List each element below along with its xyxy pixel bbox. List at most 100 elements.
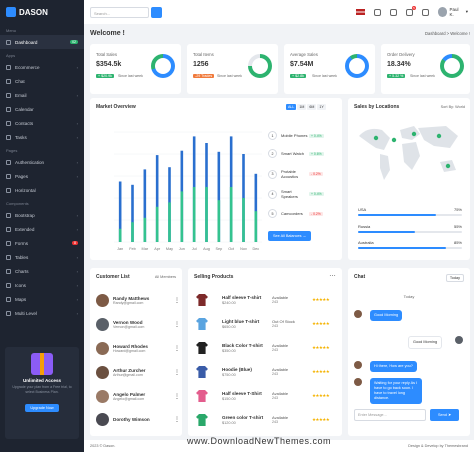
tab-1m[interactable]: 1M bbox=[297, 104, 307, 110]
tab-1y[interactable]: 1Y bbox=[317, 104, 326, 110]
members-filter[interactable]: All Members bbox=[154, 275, 176, 279]
sidebar-item-tasks[interactable]: Tasks › bbox=[0, 130, 84, 144]
search-button[interactable] bbox=[151, 6, 163, 18]
sidebar-item-dashboard[interactable]: Dashboard 02 bbox=[0, 35, 84, 49]
chat-message: Good Morning bbox=[408, 336, 443, 349]
customer-list-card: Customer List All Members bbox=[90, 268, 182, 436]
tshirt-icon bbox=[196, 342, 208, 354]
market-bar-chart: Jan Feb Mar Apr May Jun Jul Aug Sep Oct Nov Dec bbox=[114, 131, 262, 251]
tab-all[interactable]: ALL bbox=[286, 104, 297, 110]
table-row[interactable]: Half sleeve T-Shirt $150.00 Available 243 ★★… bbox=[196, 390, 344, 402]
table-row[interactable]: Light blue T-shirt $650.00 Out Of Stock 243… bbox=[196, 318, 344, 330]
table-row[interactable]: Angelo Palmer Angelo@gmail.com ⋮ bbox=[96, 390, 180, 403]
stat-card-average-sales: Average Sales $7.54M + $2.8k Since last we… bbox=[284, 44, 375, 94]
progress-ring bbox=[440, 54, 464, 78]
brand-logo[interactable]: DASON bbox=[0, 0, 84, 24]
sort-dropdown[interactable]: Sort By: World bbox=[440, 105, 465, 109]
x-tick-label: Apr bbox=[154, 247, 161, 251]
star-rating: ★★★★★ bbox=[312, 321, 330, 326]
table-row[interactable]: Green color T-shirt $120.00 Available 243 ★★… bbox=[196, 414, 344, 426]
star-rating: ★★★★★ bbox=[312, 393, 330, 398]
star-rating: ★★★★★ bbox=[312, 345, 330, 350]
chevron-icon: › bbox=[76, 64, 78, 70]
table-icon bbox=[6, 254, 11, 260]
table-row[interactable]: Vernon Wood Vernon@gmail.com ⋮ bbox=[96, 318, 180, 331]
avatar bbox=[96, 413, 109, 426]
sidebar-item-bootstrap[interactable]: Bootstrap › bbox=[0, 208, 84, 222]
kebab-icon[interactable]: ⋮ bbox=[174, 346, 180, 352]
avatar bbox=[455, 336, 463, 344]
table-row[interactable]: Black Color T-shirt $350.00 Available 243 ★★… bbox=[196, 342, 344, 354]
sidebar-item-authentication[interactable]: Authentication › bbox=[0, 155, 84, 169]
chevron-icon: › bbox=[76, 92, 78, 98]
tshirt-icon bbox=[196, 294, 208, 306]
search-input[interactable]: Search... bbox=[90, 6, 150, 18]
upgrade-button[interactable]: Upgrade Now bbox=[25, 404, 59, 413]
kebab-icon[interactable]: ⋮ bbox=[174, 417, 180, 423]
user-menu[interactable]: Paul K. ▾ bbox=[437, 7, 468, 17]
star-rating: ★★★★★ bbox=[312, 369, 330, 374]
footer: 2023 © Dason. Design & Develop by Themes… bbox=[84, 440, 474, 452]
layout-icon bbox=[6, 187, 11, 193]
grid-icon[interactable] bbox=[389, 8, 397, 16]
sidebar-item-contacts[interactable]: Contacts › bbox=[0, 116, 84, 130]
promo-title: Unlimited Access bbox=[22, 378, 62, 383]
sidebar-item-maps[interactable]: Maps › bbox=[0, 292, 84, 306]
pie-chart-icon bbox=[6, 268, 11, 274]
us-flag-icon[interactable] bbox=[356, 9, 365, 15]
selling-products-card: Selling Products … bbox=[188, 268, 342, 436]
sidebar-item-email[interactable]: Email › bbox=[0, 88, 84, 102]
sidebar-item-pages[interactable]: Pages › bbox=[0, 169, 84, 183]
avatar bbox=[354, 378, 362, 386]
chat-day-filter[interactable]: Today bbox=[445, 274, 464, 282]
kebab-icon[interactable]: ⋮ bbox=[174, 394, 180, 400]
x-tick-label: Dec bbox=[252, 247, 259, 251]
kebab-icon[interactable]: ⋮ bbox=[174, 322, 180, 328]
tab-6m[interactable]: 6M bbox=[307, 104, 317, 110]
breadcrumb[interactable]: Dashboard > Welcome ! bbox=[425, 31, 470, 36]
send-button[interactable]: Send ➤ bbox=[430, 409, 460, 421]
table-row[interactable]: Arthur Zurcher Arthur@gmail.com ⋮ bbox=[96, 366, 180, 379]
chat-message: Hi there, How are you? bbox=[370, 361, 417, 372]
moon-icon[interactable] bbox=[373, 8, 381, 16]
briefcase-icon bbox=[6, 212, 11, 218]
table-row[interactable]: Randy Matthews Randy@gmail.com ⋮ bbox=[96, 294, 180, 307]
chevron-icon: › bbox=[76, 120, 78, 126]
kebab-icon[interactable]: ⋮ bbox=[174, 370, 180, 376]
table-row[interactable]: Dorothy Wimson ⋮ bbox=[96, 413, 180, 426]
sidebar-item-ecommerce[interactable]: Ecommerce › bbox=[0, 60, 84, 74]
table-row[interactable]: Hoodie (Blue) $750.00 Available 243 ★★★★★ bbox=[196, 366, 344, 378]
star-rating: ★★★★★ bbox=[312, 417, 330, 422]
bar-green bbox=[217, 200, 221, 242]
kebab-icon[interactable]: ⋮ bbox=[174, 298, 180, 304]
sidebar-item-tables[interactable]: Tables › bbox=[0, 250, 84, 264]
sidebar-item-chat[interactable]: Chat bbox=[0, 74, 84, 88]
list-item: 5 Camcorders - 0.2% bbox=[268, 209, 328, 218]
x-tick-label: Oct bbox=[228, 247, 235, 251]
table-row[interactable]: Howard Rhodes Howard@gmail.com ⋮ bbox=[96, 342, 180, 355]
sidebar-item-horizontal[interactable]: Horizontal bbox=[0, 183, 84, 197]
badge: 02 bbox=[70, 40, 78, 44]
sidebar-item-calendar[interactable]: Calendar bbox=[0, 102, 84, 116]
chat-message: Waiting for your reply As I have to go b… bbox=[370, 378, 422, 404]
x-tick-label: Mar bbox=[142, 247, 149, 251]
stat-card-order-delivery: Order Delivery 18.34% + 5.32 % Since last … bbox=[381, 44, 470, 94]
chevron-icon: › bbox=[76, 254, 78, 260]
sidebar-section-menu: Menu bbox=[6, 28, 17, 33]
more-icon[interactable]: … bbox=[329, 271, 336, 278]
sidebar-item-multi-level[interactable]: Multi Level › bbox=[0, 306, 84, 320]
sidebar-item-charts[interactable]: Charts › bbox=[0, 264, 84, 278]
bar-green bbox=[131, 222, 134, 242]
bell-icon[interactable]: 5 bbox=[405, 5, 416, 16]
chevron-down-icon: ▾ bbox=[465, 9, 468, 14]
chevron-icon: › bbox=[76, 268, 78, 274]
sidebar-item-icons[interactable]: Icons › bbox=[0, 278, 84, 292]
sidebar-item-extended[interactable]: Extended › bbox=[0, 222, 84, 236]
see-all-balances-button[interactable]: See All Balances → bbox=[268, 231, 312, 241]
x-tick-label: Aug bbox=[203, 247, 210, 251]
message-input[interactable]: Enter Message... bbox=[354, 409, 426, 421]
gear-icon[interactable] bbox=[421, 8, 429, 16]
x-tick-label: Nov bbox=[240, 247, 247, 251]
table-row[interactable]: Half sleeve T-shirt $240.00 Available 243 ★★… bbox=[196, 294, 344, 306]
sidebar-item-forms[interactable]: Forms 8 bbox=[0, 236, 84, 250]
